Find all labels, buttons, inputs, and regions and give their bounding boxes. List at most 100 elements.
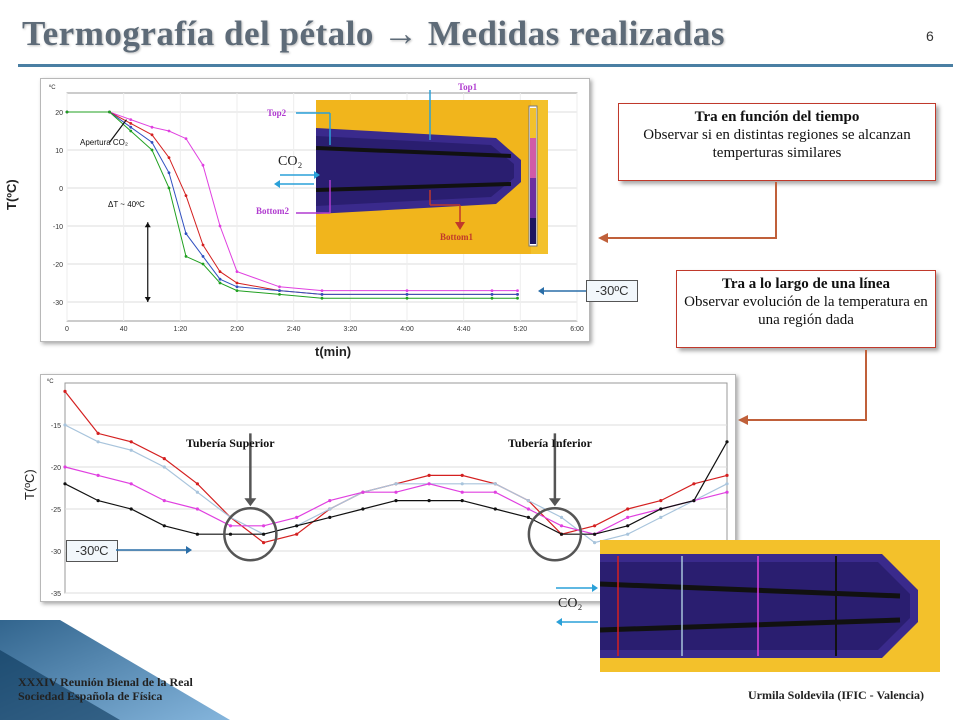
- top-data-point: [405, 289, 409, 292]
- bottom-data-point: [295, 524, 299, 528]
- top-y-unit: ºC: [49, 84, 56, 91]
- superior-highlight-circle: [223, 506, 278, 562]
- delta-t-arrowhead-up: [144, 222, 151, 228]
- top-data-point: [167, 171, 171, 175]
- bottom-data-point: [526, 499, 530, 503]
- tuberia-superior-label: Tubería Superior: [186, 436, 275, 450]
- bottom-data-point: [626, 515, 630, 519]
- bottom-data-point: [526, 507, 530, 511]
- bottom-co2-label: CO₂: [558, 596, 583, 611]
- bottom-data-point: [593, 532, 597, 536]
- bottom-data-point: [262, 532, 266, 536]
- top-data-point: [490, 296, 494, 300]
- top-y-tick-label: -10: [53, 224, 63, 231]
- bottom-data-point: [96, 440, 100, 444]
- top-data-point: [278, 289, 281, 292]
- top-data-point: [235, 270, 239, 273]
- top-data-point: [405, 293, 409, 296]
- bottom-data-point: [195, 532, 199, 536]
- top-thermal-arrows: [274, 90, 465, 230]
- delta-t-annotation: ΔT ~ 40ºC: [108, 200, 145, 209]
- callout-line-head: Tra a lo largo de una línea: [721, 276, 891, 292]
- top2-label: Top2: [267, 108, 287, 118]
- bottom-thermal-image: [599, 540, 940, 672]
- top-minus30-arrow: [538, 287, 586, 295]
- top-y-tick-label: 10: [55, 148, 63, 155]
- top-y-tick-label: -20: [53, 262, 63, 269]
- bottom-data-point: [295, 532, 299, 536]
- bottom-data-point: [460, 499, 464, 503]
- top-data-point: [516, 296, 519, 300]
- top-series-line: [67, 111, 518, 295]
- top-data-point: [218, 281, 222, 285]
- top-x-tick-label: 40: [120, 326, 128, 333]
- bottom-data-point: [295, 515, 299, 519]
- top-x-tick-label: 1:20: [174, 326, 188, 333]
- top-x-tick-label: 5:20: [514, 326, 528, 333]
- top-data-point: [167, 129, 171, 133]
- bottom-minus30-tag: -30ºC: [66, 540, 118, 562]
- top-x-tick-label: 6:00: [570, 326, 584, 333]
- callout-time-body: Observar si en distintas regiones se alc…: [643, 127, 911, 161]
- callout-time: Tra en función del tiempo Observar si en…: [618, 103, 936, 181]
- delta-t-arrowhead-down: [144, 297, 151, 302]
- bottom-data-point: [328, 507, 332, 511]
- bottom-data-point: [195, 490, 199, 494]
- bottom-data-point: [162, 457, 166, 461]
- apertura-annotation: Apertura CO₂: [80, 138, 129, 147]
- tuberia-inferior-label: Tubería Inferior: [508, 436, 592, 450]
- bottom-data-point: [427, 499, 431, 503]
- top-x-tick-label: 2:00: [230, 326, 244, 333]
- bottom-data-point: [692, 499, 696, 503]
- top-data-point: [184, 194, 188, 197]
- bottom-data-point: [725, 482, 729, 486]
- top-data-point: [278, 293, 281, 296]
- bottom-data-point: [659, 499, 663, 503]
- top-data-point: [201, 163, 205, 167]
- bottom-data-point: [129, 507, 133, 511]
- bottom-data-point: [328, 515, 332, 519]
- bottom-data-point: [63, 389, 67, 393]
- bottom2-label: Bottom2: [256, 206, 289, 216]
- top-data-point: [167, 156, 171, 159]
- page-number: 6: [926, 28, 934, 44]
- top-data-point: [184, 137, 188, 140]
- top-data-point: [218, 270, 222, 273]
- top-data-point: [490, 293, 494, 296]
- bottom-data-point: [460, 482, 464, 486]
- bottom-data-point: [162, 465, 166, 469]
- top-data-point: [235, 281, 239, 285]
- bottom-minus30-arrow: [116, 546, 192, 554]
- callout-line-body: Observar evolución de la temperatura en …: [684, 294, 928, 328]
- top-x-axis-title: t(min): [315, 344, 352, 359]
- top-x-tick-label: 3:20: [344, 326, 358, 333]
- bottom-data-point: [493, 482, 497, 486]
- bottom-data-point: [460, 490, 464, 494]
- callout-time-head: Tra en función del tiempo: [694, 109, 860, 125]
- top-y-axis-title: T(ºC): [4, 179, 19, 210]
- bottom-data-point: [361, 507, 365, 511]
- top-data-point: [129, 129, 133, 133]
- top-data-point: [218, 277, 222, 281]
- bottom-data-point: [427, 473, 431, 477]
- bottom-data-point: [526, 515, 530, 519]
- page-title: Termografía del pétalo → Medidas realiza…: [22, 14, 725, 53]
- bottom-data-point: [361, 490, 365, 494]
- top-x-tick-label: 4:40: [457, 326, 471, 333]
- top-x-tick-label: 0: [65, 326, 69, 333]
- bottom-data-point: [659, 507, 663, 511]
- top-data-point: [218, 224, 222, 228]
- bottom-data-point: [725, 440, 729, 444]
- top-minus30-tag: -30ºC: [586, 280, 638, 302]
- top-data-point: [516, 293, 519, 296]
- bottom-data-point: [63, 465, 67, 469]
- top-data-point: [320, 289, 324, 292]
- top-data-point: [516, 289, 519, 292]
- top-data-point: [235, 289, 239, 292]
- bottom-data-point: [659, 515, 663, 519]
- title-divider: [18, 64, 953, 67]
- bottom-data-point: [228, 532, 233, 536]
- callout-line: Tra a lo largo de una línea Observar evo…: [676, 270, 936, 348]
- top-y-tick-label: -30: [53, 300, 63, 307]
- footer-right: Urmila Soldevila (IFIC - Valencia): [748, 688, 924, 702]
